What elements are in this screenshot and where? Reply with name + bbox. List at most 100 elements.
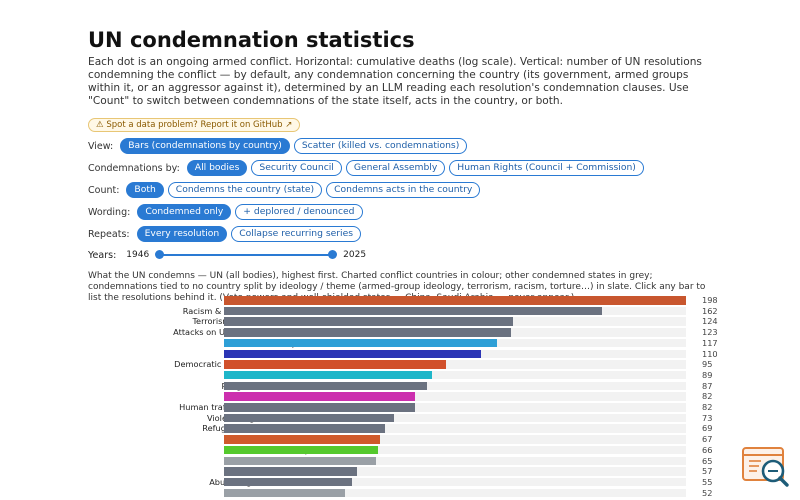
bar[interactable] <box>224 467 357 476</box>
years-control: Years: 1946 2025 <box>88 248 720 262</box>
years-min-label: 1946 <box>126 250 150 260</box>
bar-row[interactable]: Democratic Republic of the Co…95 <box>88 359 728 370</box>
bar-value-label: 66 <box>702 444 713 455</box>
bar-value-label: 73 <box>702 412 713 423</box>
bar-row[interactable]: Iraq66 <box>88 445 728 456</box>
bar[interactable] <box>224 296 686 305</box>
view-control: View: Bars (condemnations by country) Sc… <box>88 138 720 154</box>
bar-background <box>224 370 686 380</box>
bar-chart: Israel198Racism & racial discrimination1… <box>88 295 728 500</box>
years-slider-start-thumb[interactable] <box>155 250 165 259</box>
bar[interactable] <box>224 328 511 337</box>
page-title: UN condemnation statistics <box>88 28 415 52</box>
bar-background <box>224 456 686 465</box>
bar-row[interactable]: Afghanistan67 <box>88 434 728 445</box>
bar-background <box>224 467 686 476</box>
bar-value-label: 110 <box>702 348 718 359</box>
bar-value-label: 95 <box>702 359 713 370</box>
bar-row[interactable]: North Korea52 <box>88 488 728 499</box>
bar-row[interactable]: Religious intolerance87 <box>88 381 728 392</box>
count-state-button[interactable]: Condemns the country (state) <box>167 182 323 198</box>
bar-row[interactable]: Syria117 <box>88 338 728 349</box>
bar[interactable] <box>224 403 416 412</box>
years-slider-end-thumb[interactable] <box>328 250 338 259</box>
bar[interactable] <box>224 477 353 487</box>
bar-row[interactable]: Refugees & displacement69 <box>88 423 728 434</box>
wording-condemned-button[interactable]: Condemned only <box>137 204 232 220</box>
bar-value-label: 57 <box>702 466 713 477</box>
years-slider[interactable] <box>155 250 338 260</box>
bodies-general-assembly-button[interactable]: General Assembly <box>345 160 446 176</box>
bar[interactable] <box>224 381 427 391</box>
bar-value-label: 162 <box>702 305 718 316</box>
page: UN condemnation statistics Each dot is a… <box>88 26 720 304</box>
bar-value-label: 55 <box>702 476 713 487</box>
bar-row[interactable]: Racism & racial discrimination162 <box>88 306 728 317</box>
bar-value-label: 82 <box>702 391 713 402</box>
repeats-every-button[interactable]: Every resolution <box>136 226 228 242</box>
bar-value-label: 117 <box>702 337 718 348</box>
bar[interactable] <box>224 456 376 465</box>
bar[interactable] <box>224 392 416 401</box>
years-max-label: 2025 <box>343 250 367 260</box>
count-both-button[interactable]: Both <box>126 182 164 198</box>
wording-label: Wording: <box>88 206 131 218</box>
bar-row[interactable]: South Africa65 <box>88 456 728 467</box>
bar-row[interactable]: Terrorism (no group named)124 <box>88 316 728 327</box>
bar-value-label: 123 <box>702 327 718 338</box>
bar-value-label: 65 <box>702 455 713 466</box>
bar-value-label: 87 <box>702 380 713 391</box>
bar-row[interactable]: Somalia110 <box>88 349 728 360</box>
bar-value-label: 69 <box>702 423 713 434</box>
bar-row[interactable]: Sudan89 <box>88 370 728 381</box>
bar[interactable] <box>224 445 378 455</box>
description: Each dot is an ongoing armed conflict. H… <box>88 56 702 107</box>
bar-value-label: 124 <box>702 316 718 327</box>
bar-value-label: 82 <box>702 402 713 412</box>
view-scatter-button[interactable]: Scatter (killed vs. condemnations) <box>293 138 468 154</box>
bar[interactable] <box>224 306 602 316</box>
bodies-all-button[interactable]: All bodies <box>186 160 248 176</box>
bar-row[interactable]: Palestine82 <box>88 391 728 402</box>
view-label: View: <box>88 140 114 152</box>
view-bars-button[interactable]: Bars (condemnations by country) <box>120 138 290 154</box>
bar[interactable] <box>224 413 395 423</box>
bodies-control: Condemnations by: All bodies Security Co… <box>88 160 720 176</box>
repeats-collapse-button[interactable]: Collapse recurring series <box>231 226 362 242</box>
bar[interactable] <box>224 424 385 433</box>
bar-background <box>224 413 686 423</box>
bar[interactable] <box>224 488 346 498</box>
bodies-human-rights-button[interactable]: Human Rights (Council + Commission) <box>449 160 644 176</box>
bar[interactable] <box>224 360 446 369</box>
count-acts-button[interactable]: Condemns acts in the country <box>326 182 481 198</box>
bar-row[interactable]: Abuses against children55 <box>88 477 728 488</box>
bar-row[interactable]: Violence against women73 <box>88 413 728 424</box>
bar-value-label: 52 <box>702 487 713 498</box>
bar[interactable] <box>224 349 481 358</box>
bar[interactable] <box>224 338 497 348</box>
report-issue-link[interactable]: ⚠ Spot a data problem? Report it on GitH… <box>88 118 301 132</box>
bar-background <box>224 424 686 433</box>
bar-background <box>224 477 686 487</box>
bar-row[interactable]: Israel198 <box>88 295 728 306</box>
bar-value-label: 198 <box>702 295 718 305</box>
bar-background <box>224 403 686 412</box>
bar[interactable] <box>224 435 381 444</box>
years-label: Years: <box>88 249 117 261</box>
bar-background <box>224 435 686 444</box>
bar-value-label: 89 <box>702 369 713 380</box>
wording-deplored-button[interactable]: + deplored / denounced <box>235 204 363 220</box>
bar[interactable] <box>224 317 514 326</box>
repeats-control: Repeats: Every resolution Collapse recur… <box>88 226 720 242</box>
count-label: Count: <box>88 184 120 196</box>
bar[interactable] <box>224 370 432 380</box>
site-logo <box>742 447 789 487</box>
bodies-label: Condemnations by: <box>88 162 180 174</box>
bodies-security-council-button[interactable]: Security Council <box>251 160 342 176</box>
bar-background <box>224 392 686 401</box>
bar-row[interactable]: Mercenaries57 <box>88 466 728 477</box>
count-control: Count: Both Condemns the country (state)… <box>88 182 720 198</box>
bar-row[interactable]: Human trafficking & smuggling82 <box>88 402 728 413</box>
repeats-label: Repeats: <box>88 228 130 240</box>
bar-row[interactable]: Attacks on UN, aid & diplomati…123 <box>88 327 728 338</box>
